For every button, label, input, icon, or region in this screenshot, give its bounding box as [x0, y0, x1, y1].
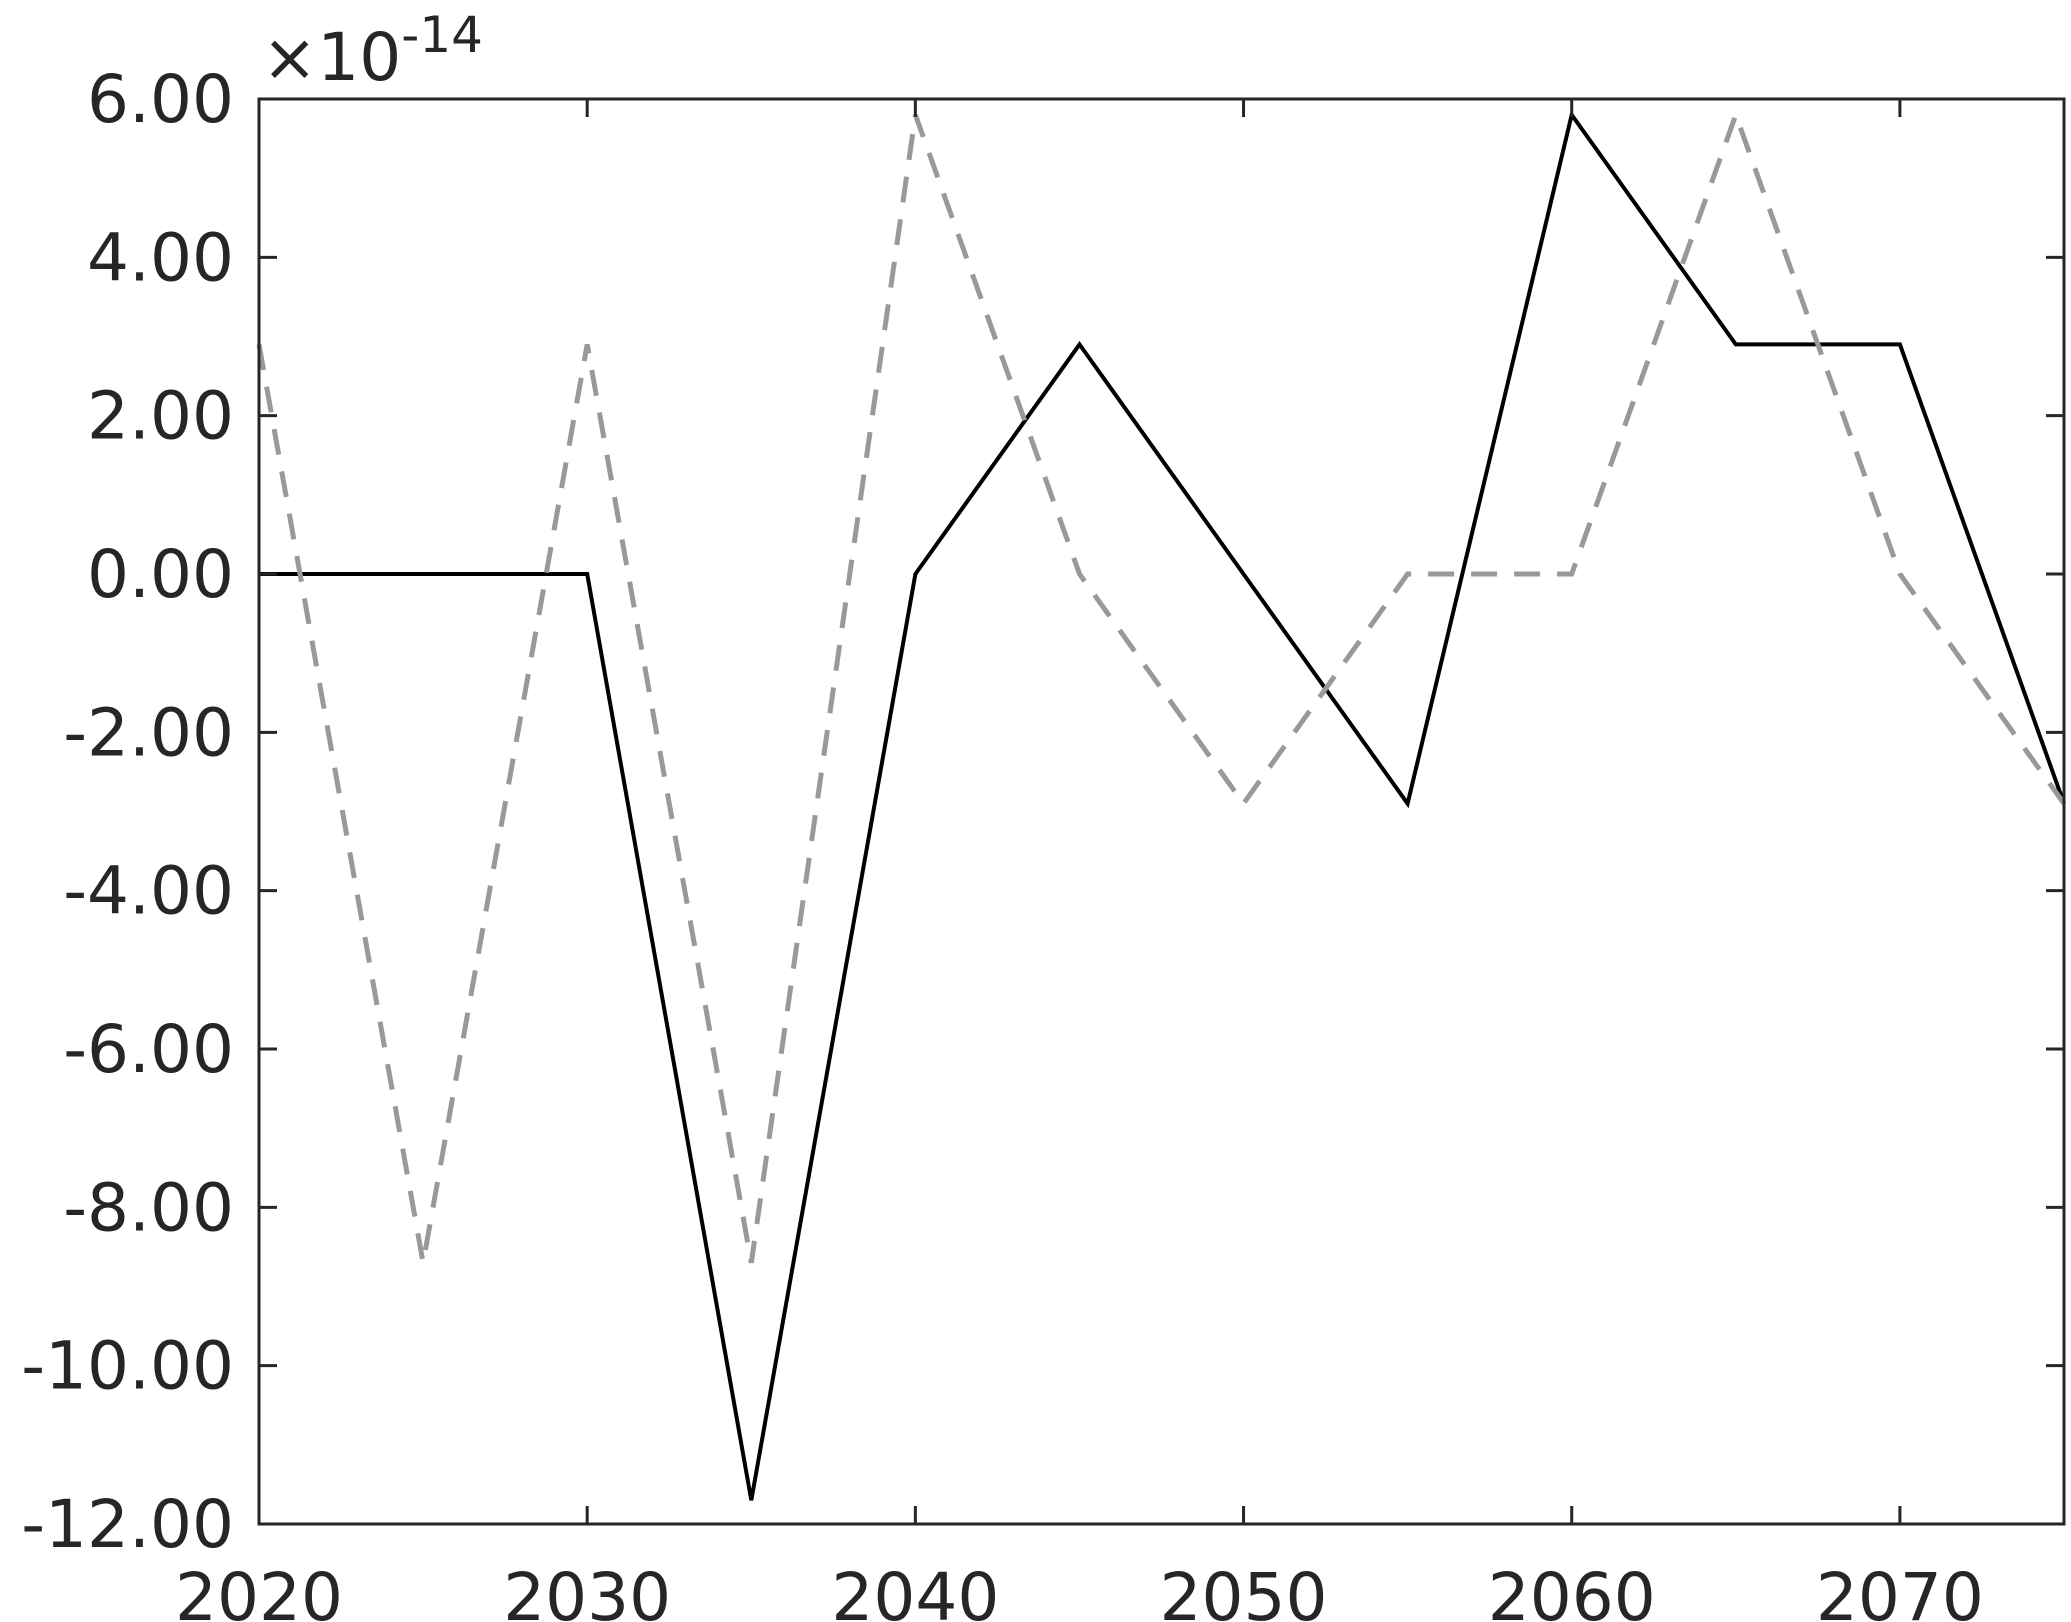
x-tick-label: 2040 [831, 1559, 999, 1622]
y-tick-label: -8.00 [63, 1169, 234, 1246]
x-axis: 2020 2030 2040 2050 2060 2070 [175, 99, 1984, 1622]
x-tick-label: 2050 [1160, 1559, 1328, 1622]
y-tick-label: -12.00 [21, 1486, 234, 1563]
x-tick-label: 2020 [175, 1559, 343, 1622]
x-tick-label: 2060 [1488, 1559, 1656, 1622]
y-tick-label: -6.00 [63, 1011, 234, 1088]
y-axis-multiplier-exponent: -14 [401, 6, 483, 64]
x-tick-label: 2030 [503, 1559, 671, 1622]
y-tick-label: -4.00 [63, 853, 234, 930]
y-axis-multiplier: ×10-14 [262, 6, 483, 96]
y-tick-label: -2.00 [63, 694, 234, 771]
y-axis: 6.00 4.00 2.00 0.00 -2.00 -4.00 -6.00 -8.00 -10.… [21, 61, 2064, 1563]
y-tick-label: 4.00 [87, 219, 234, 296]
series-line-2 [256, 107, 2067, 1264]
y-tick-label: 2.00 [87, 378, 234, 455]
series-layer [256, 107, 2067, 1501]
plot-area-frame [257, 97, 2066, 1526]
y-tick-label: -10.00 [21, 1328, 234, 1405]
y-tick-label: 0.00 [87, 536, 234, 613]
series-line-1 [259, 110, 2066, 1501]
x-tick-label: 2070 [1816, 1559, 1984, 1622]
y-tick-label: 6.00 [87, 61, 234, 138]
y-axis-multiplier-base: ×10 [262, 19, 401, 96]
